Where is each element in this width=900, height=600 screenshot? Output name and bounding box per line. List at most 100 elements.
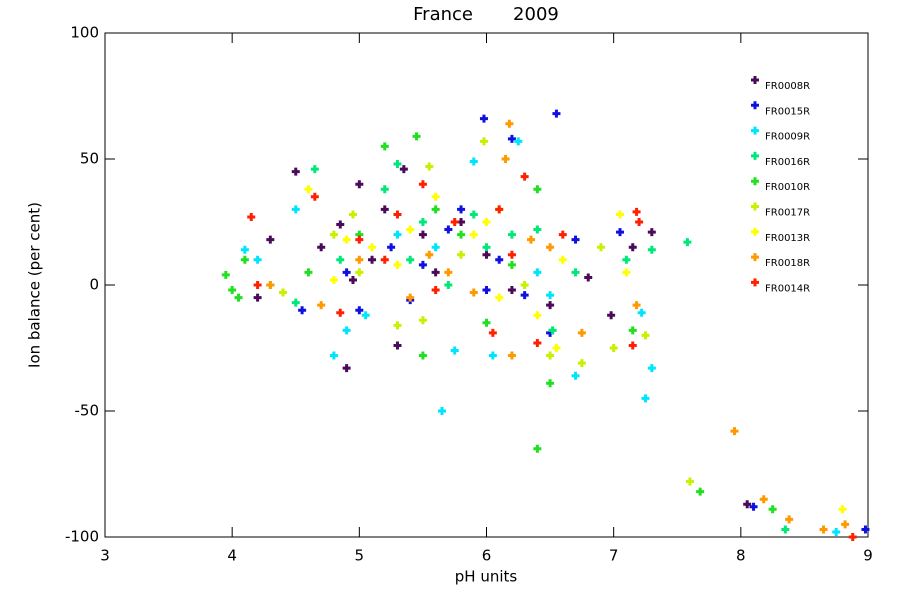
point [317, 243, 326, 252]
point [266, 281, 275, 289]
point [336, 308, 345, 317]
point [291, 298, 300, 307]
point [329, 230, 338, 239]
x-tick-label: 8 [736, 547, 746, 565]
point [368, 243, 377, 252]
point [418, 230, 427, 239]
point [488, 328, 497, 337]
legend-label: FR0017R [765, 208, 810, 219]
point [571, 371, 580, 380]
point [425, 250, 434, 259]
point [507, 286, 516, 295]
point [546, 243, 555, 252]
point [785, 515, 794, 524]
point [505, 119, 514, 128]
legend-marker [751, 101, 759, 110]
point [240, 255, 249, 264]
point [457, 205, 466, 214]
point [431, 205, 440, 214]
point [548, 326, 557, 335]
point [759, 495, 768, 504]
legend-marker [751, 278, 759, 287]
point [336, 255, 345, 264]
point [637, 308, 646, 317]
point [431, 268, 440, 277]
point [425, 162, 434, 171]
legend-marker [751, 177, 759, 186]
point [361, 311, 370, 320]
point [355, 180, 364, 189]
point [577, 328, 586, 337]
point [507, 230, 516, 239]
chart-title: France 2009 [413, 4, 559, 25]
legend-label: FR0014R [765, 283, 810, 294]
point [469, 210, 478, 219]
point [628, 341, 637, 350]
point [304, 268, 313, 277]
legend-label: FR0016R [765, 157, 810, 168]
point [380, 255, 389, 264]
point [482, 318, 491, 327]
point [469, 230, 478, 239]
point [418, 218, 427, 226]
point [380, 185, 389, 194]
point [355, 235, 364, 244]
point [546, 351, 555, 360]
point [310, 192, 319, 201]
point [546, 379, 555, 388]
point [647, 364, 656, 373]
point [546, 301, 555, 310]
point [546, 328, 555, 337]
point [685, 477, 694, 486]
point [482, 250, 491, 259]
point [482, 218, 491, 226]
legend-label: FR0010R [765, 182, 810, 193]
point [355, 306, 364, 315]
point [380, 142, 389, 151]
point [507, 250, 516, 259]
y-tick-label: 0 [89, 276, 99, 294]
point [546, 291, 555, 300]
point [607, 311, 616, 320]
point [533, 311, 542, 320]
point [431, 286, 440, 295]
point [393, 321, 402, 330]
point [450, 218, 459, 226]
point [393, 260, 402, 269]
point [584, 273, 593, 282]
point [495, 293, 504, 302]
point [533, 185, 542, 194]
point [571, 235, 580, 244]
point [533, 225, 542, 234]
point [431, 192, 440, 201]
point [622, 255, 631, 264]
point [632, 207, 641, 216]
x-tick-label: 9 [863, 547, 873, 565]
point [533, 268, 542, 277]
point [298, 306, 307, 315]
point [228, 286, 237, 295]
point [507, 351, 516, 360]
point [479, 114, 488, 123]
point [355, 255, 364, 264]
legend-label: FR0009R [765, 132, 810, 143]
y-tick-label: 100 [70, 24, 99, 42]
legend-label: FR0013R [765, 233, 810, 244]
point [501, 155, 510, 163]
legend-marker [751, 227, 759, 236]
point [507, 134, 516, 143]
point [641, 394, 650, 403]
point [399, 165, 408, 174]
point [632, 301, 641, 310]
point [406, 293, 415, 302]
point [342, 268, 351, 277]
point [418, 180, 427, 189]
point [348, 275, 357, 284]
point [329, 351, 338, 360]
point [469, 157, 478, 166]
x-axis-label: pH units [455, 568, 518, 586]
point [406, 255, 415, 264]
point [832, 527, 841, 536]
point [291, 167, 300, 176]
point [266, 235, 275, 244]
